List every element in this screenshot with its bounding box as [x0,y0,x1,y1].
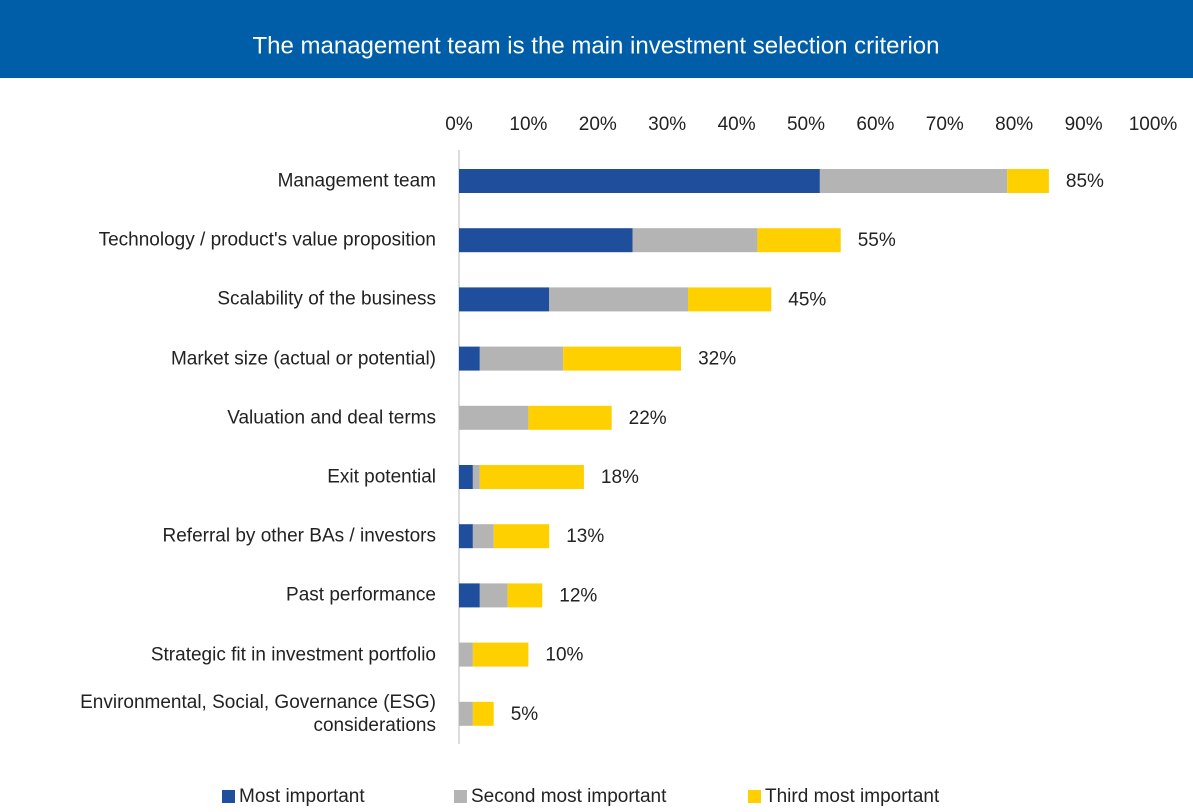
bar-segment [459,465,473,489]
bar-segment [459,228,633,253]
bar-segment [493,524,550,549]
legend-swatch [748,790,761,803]
bar-segment [757,228,841,253]
x-tick-label: 80% [995,114,1033,135]
category-label: Exit potential [327,466,436,488]
category-label: Environmental, Social, Governance (ESG) … [80,691,436,736]
bar-segment [459,583,480,608]
category-label: Valuation and deal terms [227,407,436,429]
total-label: 5% [511,704,539,725]
total-label: 10% [545,645,583,666]
bar-segment [459,524,473,549]
bar-segment [459,287,550,312]
bar-segment [528,405,612,430]
total-label: 55% [858,230,896,251]
total-label: 12% [559,585,597,606]
legend-swatch [222,790,235,803]
total-label: 18% [601,467,639,488]
bar-segment [472,642,529,667]
category-label: Market size (actual or potential) [170,348,436,370]
category-label: Referral by other BAs / investors [162,525,437,547]
x-tick-label: 60% [856,114,894,135]
x-tick-label: 10% [509,114,547,135]
bar-segment [632,228,758,253]
bar-segment [459,346,480,371]
bar-segment [459,701,473,726]
total-label: 13% [566,526,604,547]
bar-segment [479,346,564,371]
bar-segment [459,642,473,667]
legend-label: Most important [239,786,365,807]
category-label: Past performance [286,584,436,606]
legend-label: Third most important [765,786,940,807]
x-tick-label: 50% [787,114,825,135]
bar-segment [459,405,529,430]
total-label: 85% [1066,171,1104,192]
x-tick-label: 20% [579,114,617,135]
bar-segment [459,169,820,193]
bar-segment [479,583,508,608]
x-tick-label: 30% [648,114,686,135]
total-label: 22% [629,408,667,429]
bar-segment [472,465,480,489]
x-tick-label: 70% [926,114,964,135]
bar-segment [688,287,772,312]
category-label: Technology / product's value proposition [98,229,436,251]
bar-segment [549,287,689,312]
bar-segment [1007,169,1049,193]
bar-segment [472,701,494,726]
bar-segment [507,583,543,608]
total-label: 32% [698,349,736,370]
total-label: 45% [788,289,826,310]
bar-segment [472,524,494,549]
x-tick-label: 0% [445,114,473,135]
bar-segment [819,169,1008,193]
legend-swatch [454,790,467,803]
x-tick-label: 40% [718,114,756,135]
category-label: Strategic fit in investment portfolio [150,644,436,666]
x-tick-label: 90% [1065,114,1103,135]
legend-label: Second most important [471,786,667,807]
bar-segment [563,346,682,371]
x-tick-label: 100% [1129,114,1178,135]
category-label: Management team [277,170,436,192]
header-bar [0,0,1193,78]
category-label: Scalability of the business [217,288,436,310]
chart-title: The management team is the main investme… [253,32,940,59]
bar-segment [479,465,584,489]
